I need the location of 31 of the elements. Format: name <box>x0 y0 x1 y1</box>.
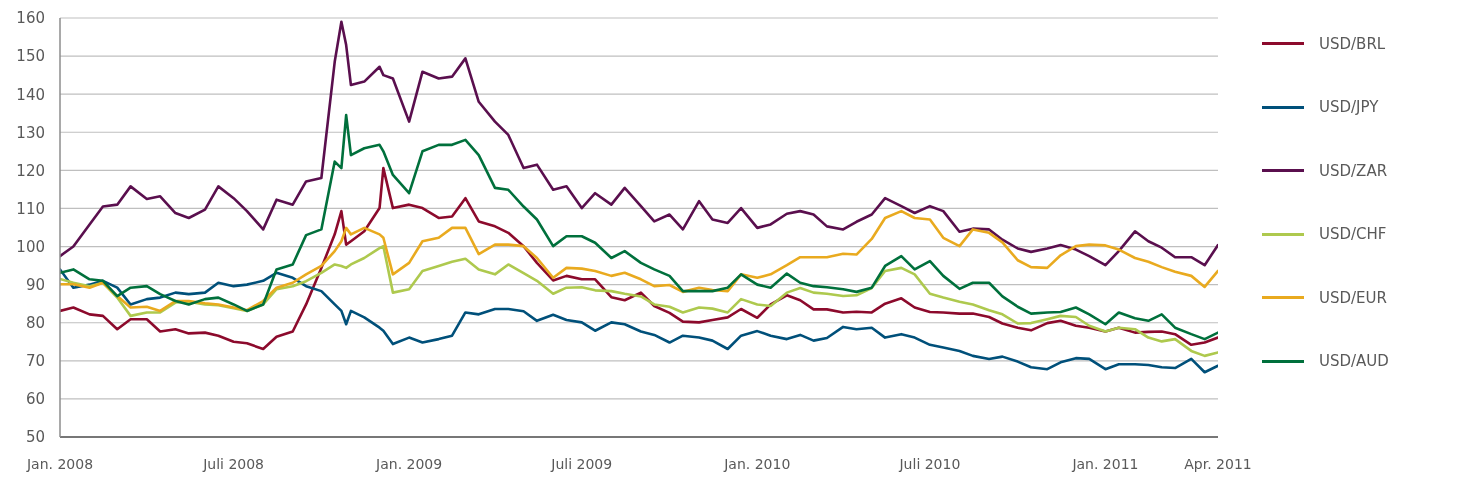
y-tick-label: 80 <box>25 314 45 333</box>
y-tick-label: 60 <box>25 390 45 409</box>
line-series <box>60 268 1218 374</box>
y-tick-label: 90 <box>25 275 45 294</box>
x-tick-label: Juli 2009 <box>550 455 613 472</box>
legend-label: USD/JPY <box>1319 98 1379 117</box>
y-tick-label: 160 <box>16 9 45 28</box>
legend-label: USD/EUR <box>1319 288 1387 307</box>
y-tick-label: 100 <box>16 237 45 256</box>
y-tick-label: 120 <box>16 161 45 180</box>
x-tick-label: Jan. 2008 <box>25 455 94 472</box>
x-tick-label: Juli 2008 <box>202 455 265 472</box>
x-tick-label: Juli 2010 <box>898 455 961 472</box>
line-series <box>60 166 1218 351</box>
x-tick-label: Apr. 2011 <box>1184 455 1252 472</box>
legend-label: USD/ZAR <box>1319 161 1388 180</box>
y-tick-label: 70 <box>25 352 45 371</box>
line-series <box>60 209 1218 313</box>
line-series <box>60 20 1218 267</box>
legend-label: USD/AUD <box>1319 352 1389 371</box>
y-tick-label: 50 <box>25 428 45 447</box>
line-series <box>60 113 1218 341</box>
y-tick-label: 130 <box>16 123 45 142</box>
y-tick-label: 110 <box>16 199 45 218</box>
legend-label: USD/CHF <box>1319 225 1387 244</box>
legend-label: USD/BRL <box>1319 34 1386 53</box>
y-tick-label: 150 <box>16 47 45 66</box>
x-tick-label: Jan. 2009 <box>375 455 443 472</box>
x-tick-label: Jan. 2010 <box>723 455 791 472</box>
y-tick-label: 140 <box>16 85 45 104</box>
x-tick-label: Jan. 2011 <box>1071 455 1139 472</box>
